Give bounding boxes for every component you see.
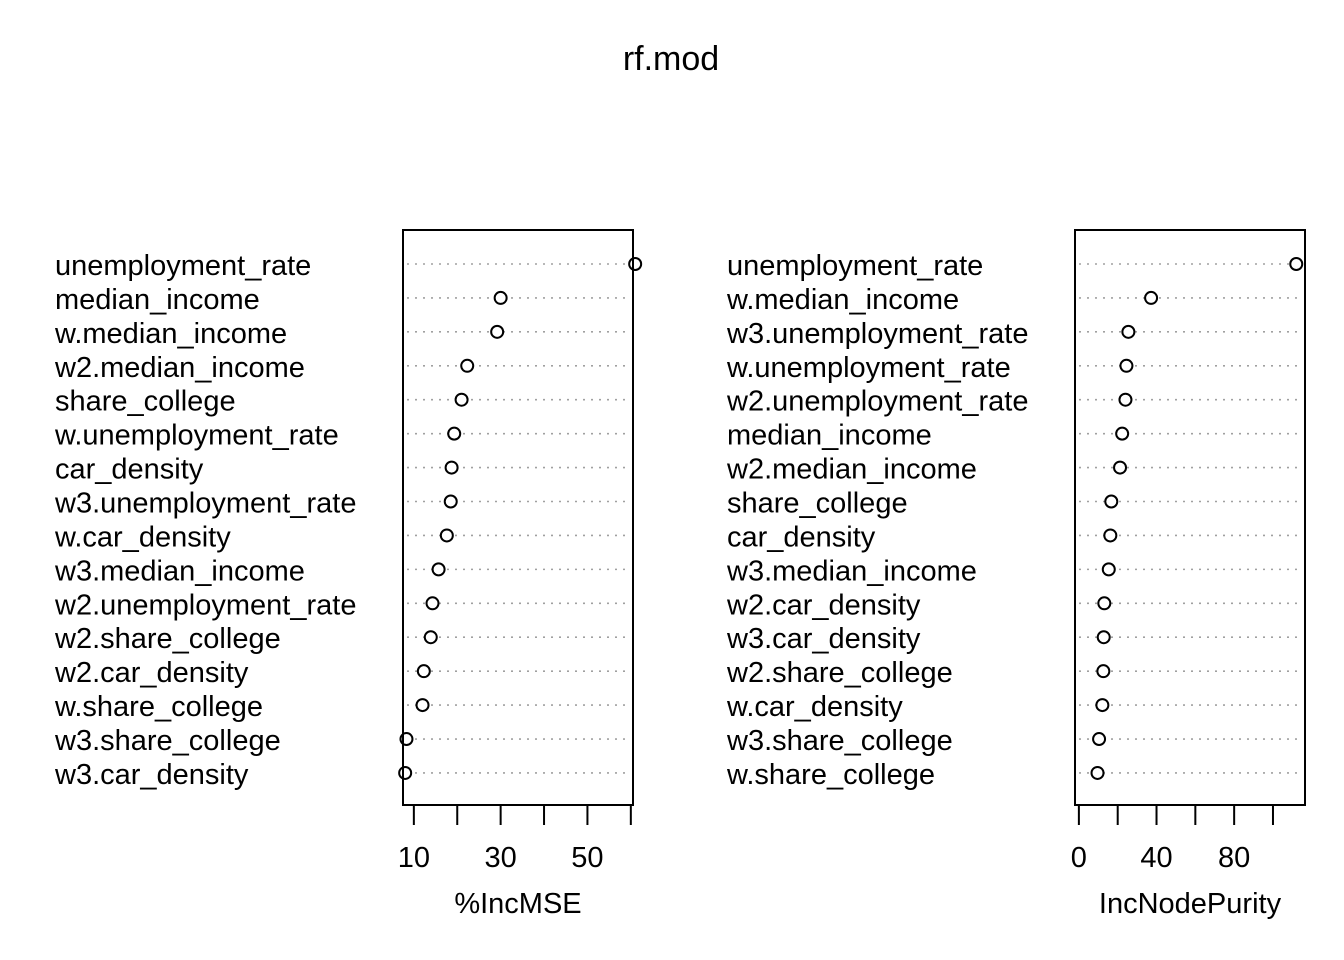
category-label: median_income	[55, 284, 260, 316]
plot-frame	[1074, 229, 1306, 806]
category-label: w.median_income	[54, 318, 287, 350]
category-label: median_income	[727, 420, 932, 452]
category-label: w2.unemployment_rate	[726, 386, 1028, 418]
data-point	[1144, 290, 1159, 305]
category-label: w2.unemployment_rate	[54, 589, 356, 621]
category-label: w.unemployment_rate	[54, 420, 339, 452]
category-label: w3.car_density	[54, 759, 249, 791]
data-point	[1113, 460, 1128, 475]
category-label: w.unemployment_rate	[726, 352, 1011, 384]
data-point	[416, 664, 431, 679]
category-label: unemployment_rate	[55, 250, 311, 282]
category-label: share_college	[727, 488, 908, 520]
data-point	[1092, 732, 1107, 747]
data-point	[423, 630, 438, 645]
data-point	[1115, 426, 1130, 441]
data-point	[454, 392, 469, 407]
data-point	[490, 324, 505, 339]
data-point	[1096, 664, 1111, 679]
data-point	[493, 290, 508, 305]
category-label: w2.median_income	[726, 454, 977, 486]
category-label: w2.car_density	[54, 657, 249, 689]
category-label: w.share_college	[54, 691, 263, 723]
category-label: w.car_density	[54, 521, 231, 553]
category-label: share_college	[55, 386, 236, 418]
data-point	[415, 698, 430, 713]
x-tick-label: 80	[1218, 842, 1250, 874]
data-point	[1121, 324, 1136, 339]
data-point	[1096, 630, 1111, 645]
category-label: w.median_income	[726, 284, 959, 316]
data-point	[425, 596, 440, 611]
category-label: w3.median_income	[54, 555, 305, 587]
data-point	[1103, 528, 1118, 543]
x-axis-label: IncNodePurity	[1099, 888, 1282, 920]
data-point	[1101, 562, 1116, 577]
data-point	[1104, 494, 1119, 509]
category-label: w2.car_density	[726, 589, 921, 621]
category-label: unemployment_rate	[727, 250, 983, 282]
category-label: w3.share_college	[54, 725, 281, 757]
x-tick-label: 0	[1071, 842, 1087, 874]
chart-title: rf.mod	[623, 40, 719, 78]
category-label: car_density	[727, 521, 876, 553]
plot-frame	[402, 229, 634, 806]
x-tick-label: 50	[571, 842, 603, 874]
data-point	[444, 460, 459, 475]
category-label: w3.unemployment_rate	[726, 318, 1028, 350]
x-axis-label: %IncMSE	[454, 888, 581, 920]
category-label: w.share_college	[726, 759, 935, 791]
data-point	[398, 765, 413, 780]
data-point	[1118, 392, 1133, 407]
x-tick-label: 30	[485, 842, 517, 874]
category-label: w2.share_college	[54, 623, 281, 655]
category-label: w2.median_income	[54, 352, 305, 384]
data-point	[628, 257, 643, 271]
category-label: w3.median_income	[726, 555, 977, 587]
x-tick-label: 40	[1140, 842, 1172, 874]
category-label: w3.car_density	[726, 623, 921, 655]
category-label: w2.share_college	[726, 657, 953, 689]
category-label: w3.unemployment_rate	[54, 488, 356, 520]
category-label: car_density	[55, 454, 204, 486]
data-point	[447, 426, 462, 441]
category-label: w.car_density	[726, 691, 903, 723]
data-point	[431, 562, 446, 577]
data-point	[1095, 698, 1110, 713]
category-label: w3.share_college	[726, 725, 953, 757]
data-point	[443, 494, 458, 509]
x-tick-label: 10	[398, 842, 430, 874]
data-point	[439, 528, 454, 543]
data-point	[1119, 358, 1134, 373]
data-point	[460, 358, 475, 373]
data-point	[1289, 257, 1304, 271]
data-point	[1090, 765, 1105, 780]
data-point	[1097, 596, 1112, 611]
